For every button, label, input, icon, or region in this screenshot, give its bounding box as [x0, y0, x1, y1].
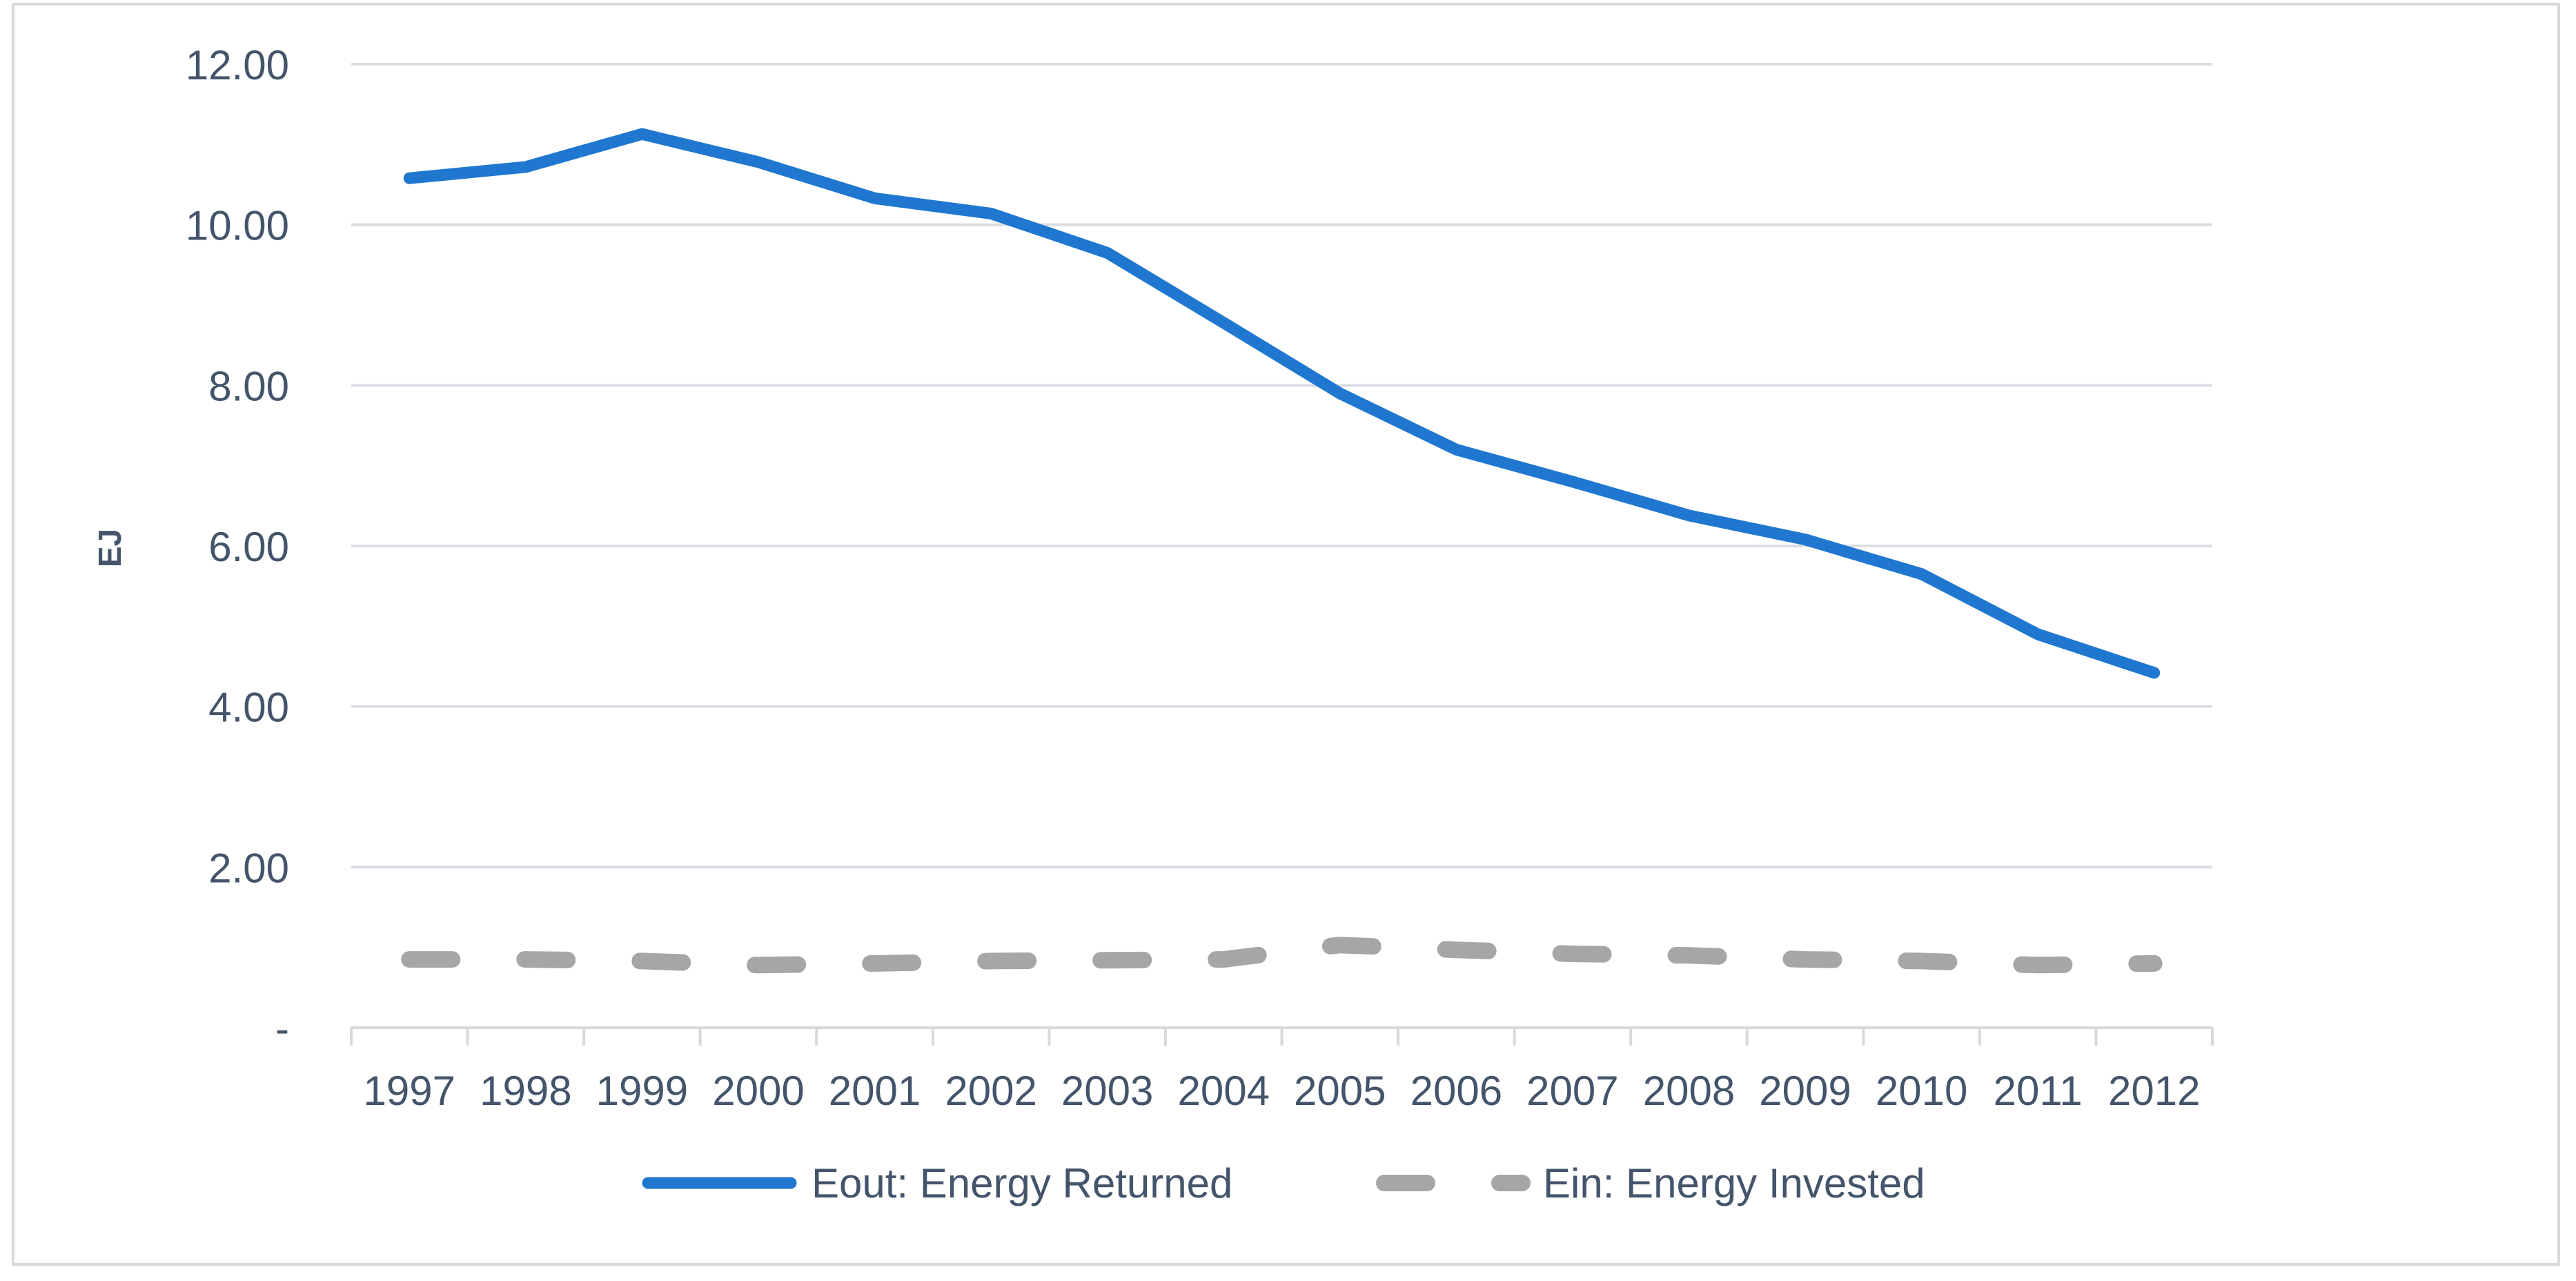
data-point	[2036, 964, 2039, 966]
data-point	[990, 212, 992, 215]
x-tick-label: 2005	[1294, 1068, 1386, 1114]
y-tick-label: 4.00	[208, 685, 289, 731]
data-point	[757, 964, 760, 966]
data-point	[408, 958, 411, 961]
data-point	[1339, 392, 1341, 395]
legend-item: Eout: Energy Returned	[642, 1160, 1232, 1206]
data-point	[524, 958, 527, 961]
data-point	[1571, 952, 1574, 955]
series-line-energy-invested	[401, 937, 2163, 974]
data-point	[640, 959, 643, 962]
y-tick-label: 2.00	[208, 845, 289, 891]
x-tick-label: 1997	[364, 1068, 455, 1114]
data-point	[1804, 538, 1807, 541]
data-point	[757, 161, 760, 164]
x-tick-label: 2001	[829, 1068, 921, 1114]
legend-item: Ein: Energy Invested	[1376, 1160, 1925, 1206]
x-tick-label: 2003	[1061, 1068, 1153, 1114]
y-tick-label: 12.00	[186, 42, 289, 88]
data-point	[2153, 672, 2156, 674]
data-point	[1455, 448, 1457, 451]
legend: Eout: Energy Returned Ein: Energy Investe…	[642, 1160, 1925, 1206]
x-tick-label: 1999	[596, 1068, 688, 1114]
series-line-energy-returned	[403, 128, 2161, 679]
y-tick-label: 6.00	[208, 524, 289, 570]
chart-frame: - 2.00 4.00 6.00 8.00 10.00 12.00 1997 1998 1999 2…	[12, 3, 2560, 1266]
x-tick-label: 2008	[1643, 1068, 1735, 1114]
data-point	[1804, 958, 1807, 961]
legend-label: Eout: Energy Returned	[812, 1160, 1232, 1206]
x-tick-label: 2010	[1876, 1068, 1967, 1114]
data-point	[1920, 573, 1923, 576]
data-point	[524, 166, 527, 168]
x-tick-label: 1998	[480, 1068, 571, 1114]
data-point	[874, 962, 876, 965]
series-layer	[401, 128, 2163, 974]
legend-label: Ein: Energy Invested	[1543, 1160, 1925, 1206]
x-tick-label: 2012	[2108, 1068, 2200, 1114]
y-tick-label: 8.00	[208, 363, 289, 409]
y-tick-label: -	[275, 1006, 289, 1052]
data-point	[1920, 959, 1923, 962]
data-point	[1571, 480, 1574, 483]
data-point	[2036, 633, 2039, 636]
data-point	[1687, 514, 1690, 517]
x-tick-label: 2006	[1410, 1068, 1502, 1114]
data-point	[1339, 943, 1341, 946]
x-tick-label: 2007	[1526, 1068, 1618, 1114]
data-point	[1222, 322, 1225, 324]
axis-layer: - 2.00 4.00 6.00 8.00 10.00 12.00 1997 1998 1999 2…	[186, 42, 2214, 1114]
x-tick-label: 2004	[1177, 1068, 1269, 1114]
data-point	[640, 133, 643, 135]
chart-svg: - 2.00 4.00 6.00 8.00 10.00 12.00 1997 1998 1999 2…	[92, 42, 2214, 1206]
x-tick-label: 2011	[1994, 1068, 2083, 1114]
data-point	[990, 959, 992, 962]
data-point	[1106, 959, 1109, 961]
data-point	[408, 177, 411, 179]
y-axis-title: EJ	[92, 529, 128, 567]
y-tick-label: 10.00	[186, 203, 289, 249]
x-tick-label: 2009	[1759, 1068, 1851, 1114]
data-point	[874, 197, 876, 199]
x-tick-label: 2002	[945, 1068, 1036, 1114]
data-point	[1455, 948, 1457, 951]
data-point	[2153, 962, 2156, 965]
grid-layer	[351, 63, 2212, 869]
data-point	[1222, 958, 1225, 961]
x-tick-label: 2000	[712, 1068, 804, 1114]
data-point	[1687, 954, 1690, 957]
data-point	[1106, 251, 1109, 254]
